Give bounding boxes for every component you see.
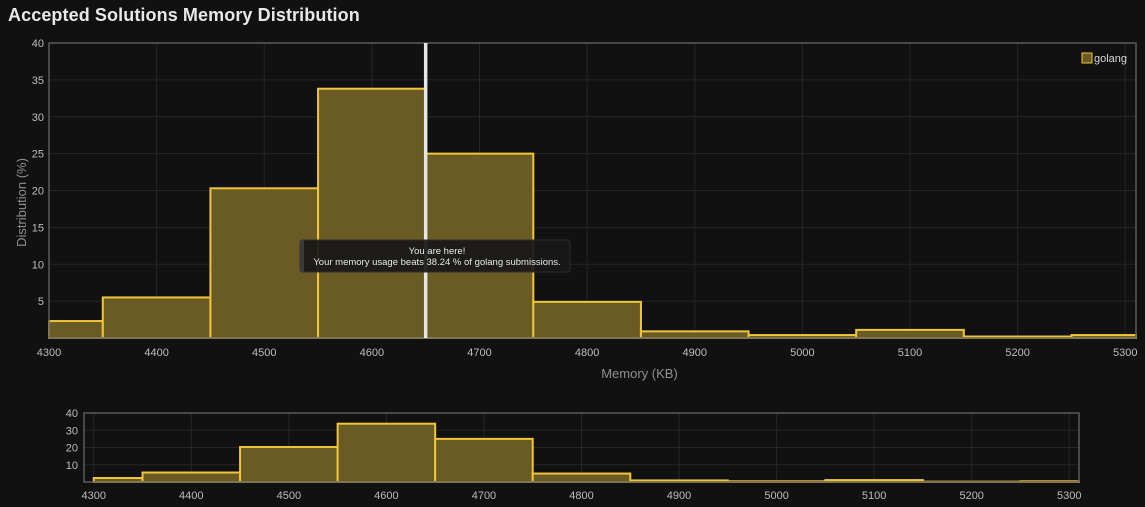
x-tick-label: 4800 xyxy=(575,347,599,359)
navigator-y-tick-label: 20 xyxy=(66,443,78,455)
y-tick-label: 40 xyxy=(32,38,44,50)
navigator-x-tick-label: 4400 xyxy=(179,490,203,502)
page-title: Accepted Solutions Memory Distribution xyxy=(8,5,360,25)
histogram-bar[interactable] xyxy=(532,300,642,339)
navigator-chart[interactable]: 4300 4400 4500 4600 4700 4800 4900 5000 5100 5200… xyxy=(0,390,1145,507)
histogram-bar[interactable] xyxy=(639,330,750,339)
x-tick-label: 4900 xyxy=(683,347,707,359)
navigator-y-tick-label: 30 xyxy=(66,425,78,437)
tooltip-accent xyxy=(300,240,304,272)
x-tick-label: 4300 xyxy=(37,347,61,359)
main-chart[interactable]: 4300 4400 4500 4600 4700 4800 4900 5000 5100 5200… xyxy=(0,0,1145,390)
x-tick-label: 4600 xyxy=(360,347,384,359)
tooltip-title: You are here! xyxy=(409,246,466,257)
y-tick-label: 35 xyxy=(32,75,44,87)
navigator-bars xyxy=(92,422,1080,484)
histogram-bar[interactable] xyxy=(48,320,104,340)
navigator-bar xyxy=(434,437,534,483)
x-tick-label: 5000 xyxy=(790,347,814,359)
navigator-y-tick-labels: 10 20 30 40 xyxy=(66,408,78,472)
navigator-x-tick-label: 5300 xyxy=(1057,490,1081,502)
navigator-x-tick-label: 4900 xyxy=(667,490,691,502)
y-axis-title: Distribution (%) xyxy=(14,158,29,247)
navigator-bar xyxy=(141,471,242,483)
navigator-x-tick-label: 5200 xyxy=(959,490,983,502)
y-tick-label: 25 xyxy=(32,149,44,161)
navigator-x-tick-label: 5100 xyxy=(862,490,886,502)
navigator-x-tick-label: 5000 xyxy=(764,490,788,502)
x-tick-label: 5300 xyxy=(1113,347,1137,359)
navigator-y-tick-label: 40 xyxy=(66,408,78,420)
x-tick-label: 5200 xyxy=(1005,347,1029,359)
navigator-x-tick-label: 4800 xyxy=(569,490,593,502)
navigator-x-tick-label: 4500 xyxy=(277,490,301,502)
navigator-bar xyxy=(531,472,632,484)
y-tick-label: 30 xyxy=(32,112,44,124)
navigator-bar xyxy=(239,445,339,483)
x-axis-title: Memory (KB) xyxy=(601,366,678,381)
y-tick-label: 10 xyxy=(32,259,44,271)
navigator-x-tick-label: 4300 xyxy=(82,490,106,502)
main-bars xyxy=(48,87,1138,340)
x-tick-label: 4700 xyxy=(467,347,491,359)
navigator-bar xyxy=(336,422,437,483)
navigator-x-tick-label: 4700 xyxy=(472,490,496,502)
tooltip: You are here! Your memory usage beats 38… xyxy=(299,239,571,273)
histogram-bar[interactable] xyxy=(317,87,427,339)
navigator-frame[interactable] xyxy=(83,412,1080,483)
main-x-tick-labels: 4300 4400 4500 4600 4700 4800 4900 5000 5100 5200… xyxy=(37,347,1138,359)
navigator-y-tick-label: 10 xyxy=(66,460,78,472)
legend-label-golang[interactable]: golang xyxy=(1094,53,1127,65)
legend-swatch-golang[interactable] xyxy=(1081,52,1093,64)
x-tick-label: 4500 xyxy=(252,347,276,359)
main-y-tick-labels: 5 10 15 20 25 30 35 40 xyxy=(32,38,44,308)
legend[interactable]: golang xyxy=(1081,52,1127,65)
histogram-bar[interactable] xyxy=(855,328,965,340)
y-tick-label: 20 xyxy=(32,186,44,198)
y-tick-label: 5 xyxy=(38,296,44,308)
tooltip-message: Your memory usage beats 38.24 % of golan… xyxy=(313,257,560,268)
navigator-x-tick-label: 4600 xyxy=(374,490,398,502)
y-tick-label: 15 xyxy=(32,222,44,234)
navigator-x-tick-labels: 4300 4400 4500 4600 4700 4800 4900 5000 5100 5200… xyxy=(82,490,1082,502)
histogram-bar[interactable] xyxy=(101,296,212,339)
main-plot-frame xyxy=(48,42,1137,339)
x-tick-label: 4400 xyxy=(144,347,168,359)
x-tick-label: 5100 xyxy=(898,347,922,359)
